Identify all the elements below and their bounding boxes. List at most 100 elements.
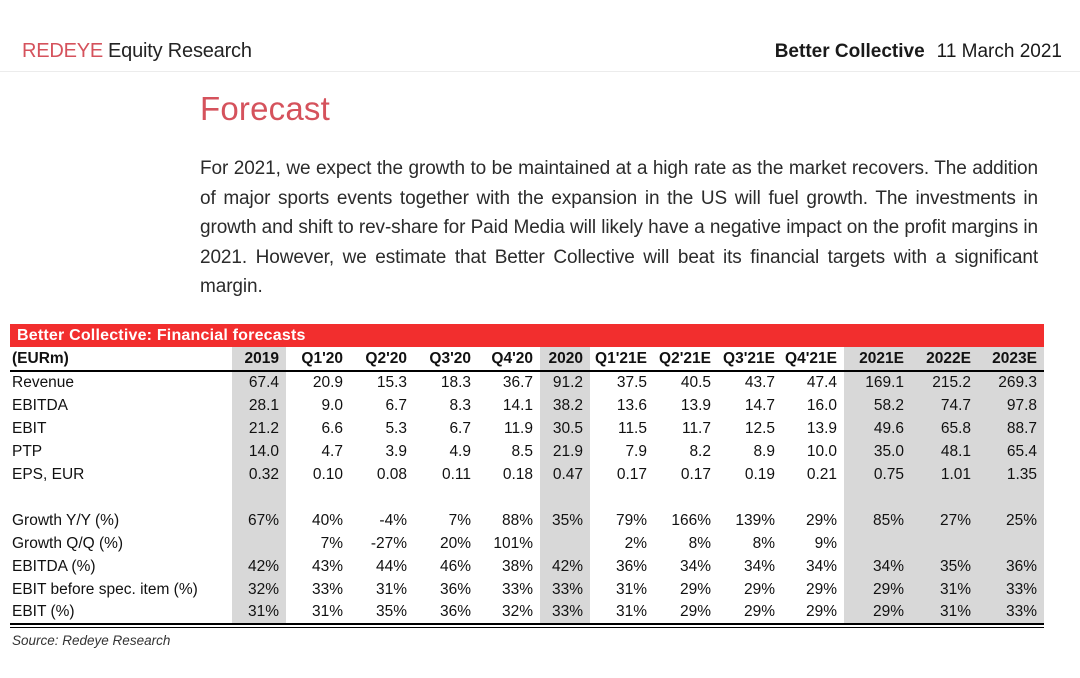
table-cell: 21.9 xyxy=(552,442,583,460)
table-cell: 8% xyxy=(688,534,711,552)
table-cell: 31% xyxy=(911,601,978,625)
table-cell: 36.7 xyxy=(502,374,533,391)
table-cell xyxy=(844,486,911,509)
table-row: EBIT before spec. item (%) 32% 33% 31% 36% 33… xyxy=(10,578,1044,601)
table-row: Growth Y/Y (%) 67% 40% -4% 7% 88% 35% 79% 166% 13… xyxy=(10,509,1044,532)
table-cell xyxy=(540,486,590,509)
table-cell: 139% xyxy=(735,511,775,529)
table-cell: 27% xyxy=(939,511,971,529)
table-cell: 29% xyxy=(872,580,904,598)
column-header: 2019 xyxy=(232,347,286,372)
table-cell: 166% xyxy=(671,511,711,529)
table-row: PTP 14.0 4.7 3.9 4.9 8.5 21.9 7.9 8.2 8.9 10.0 35.0… xyxy=(10,440,1044,463)
table-cell: 11.5 xyxy=(617,419,647,437)
table-row: Revenue 67.4 20.9 15.3 18.3 36.7 91.2 37.5 40.5 4… xyxy=(10,371,1044,394)
column-header: Q4'20 xyxy=(478,347,540,372)
table-cell: 20.9 xyxy=(312,374,343,391)
table-cell: 8% xyxy=(752,534,775,552)
table-cell: 10.0 xyxy=(806,442,837,460)
row-label: EBITDA xyxy=(12,396,68,414)
table-cell: 47.4 xyxy=(806,374,837,391)
table-cell: 6.7 xyxy=(449,419,471,437)
table-cell: 97.8 xyxy=(1006,396,1037,414)
section-title: Forecast xyxy=(200,90,330,127)
forecast-table-block: Better Collective: Financial forecasts (… xyxy=(10,324,1044,648)
table-cell xyxy=(286,486,350,509)
table-cell: 0.17 xyxy=(680,465,711,483)
table-row xyxy=(10,486,1044,509)
table-cell: 43.7 xyxy=(744,374,775,391)
row-label xyxy=(10,486,232,509)
table-cell: 33% xyxy=(978,601,1044,625)
table-cell: 4.7 xyxy=(321,442,343,460)
table-cell: 25% xyxy=(1005,511,1037,529)
column-header: Q1'20 xyxy=(286,347,350,372)
table-cell: 88.7 xyxy=(1006,419,1037,437)
table-cell: 3.9 xyxy=(385,442,407,460)
row-label: EBIT before spec. item (%) xyxy=(12,580,198,598)
table-header-row: (EURm) 2019 Q1'20 Q2'20 Q3'20 Q4'20 2020 Q1'21E… xyxy=(10,347,1044,372)
table-cell: 65.8 xyxy=(940,419,971,437)
row-label: Revenue xyxy=(12,374,75,391)
table-row: EBITDA (%) 42% 43% 44% 46% 38% 42% 36% 34% 34% 34%… xyxy=(10,555,1044,578)
table-cell: 29% xyxy=(782,601,844,625)
table-cell xyxy=(844,532,911,555)
table-cell: 34% xyxy=(743,557,775,575)
table-cell: 33% xyxy=(540,601,590,625)
table-cell: 14.1 xyxy=(502,396,533,414)
table-cell: 9% xyxy=(814,534,837,552)
table-cell: 20% xyxy=(439,534,471,552)
table-cell: 1.01 xyxy=(940,465,971,483)
table-cell: 34% xyxy=(872,557,904,575)
table-cell: 37.5 xyxy=(616,374,647,391)
table-cell: 215.2 xyxy=(932,374,971,391)
table-cell: 269.3 xyxy=(998,374,1037,391)
table-cell: 0.75 xyxy=(873,465,904,483)
table-cell: 33% xyxy=(501,580,533,598)
column-header: 2023E xyxy=(978,347,1044,372)
table-cell: 38.2 xyxy=(552,396,583,414)
table-cell xyxy=(590,486,654,509)
table-cell: 21.2 xyxy=(248,419,279,437)
table-cell: 48.1 xyxy=(940,442,971,460)
table-cell: 36% xyxy=(1005,557,1037,575)
table-cell: 13.6 xyxy=(616,396,647,414)
table-cell xyxy=(978,532,1044,555)
table-cell: 74.7 xyxy=(940,396,971,414)
table-cell: 33% xyxy=(1005,580,1037,598)
table-cell: 31% xyxy=(286,601,350,625)
table-cell: 16.0 xyxy=(806,396,837,414)
table-cell: 32% xyxy=(247,580,279,598)
table-cell: 14.0 xyxy=(248,442,279,460)
table-cell: 0.11 xyxy=(441,465,471,483)
table-cell: 101% xyxy=(493,534,533,552)
table-cell: 33% xyxy=(551,580,583,598)
table-cell: 36% xyxy=(414,601,478,625)
table-cell: 7% xyxy=(448,511,471,529)
table-cell xyxy=(540,532,590,555)
table-cell: 6.7 xyxy=(385,396,407,414)
table-cell: 15.3 xyxy=(376,374,407,391)
table-row: EPS, EUR 0.32 0.10 0.08 0.11 0.18 0.47 0.17 0.17… xyxy=(10,463,1044,486)
table-cell: 91.2 xyxy=(552,374,583,391)
page-header: REDEYE Equity Research Better Collective 1… xyxy=(0,0,1080,72)
table-cell: 36% xyxy=(615,557,647,575)
table-row: Growth Q/Q (%) 7% -27% 20% 101% 2% 8% 8% 9% xyxy=(10,532,1044,555)
table-unit-header: (EURm) xyxy=(10,347,232,372)
table-cell: -4% xyxy=(379,511,407,529)
row-label: Growth Y/Y (%) xyxy=(12,511,120,529)
table-cell: 29% xyxy=(805,511,837,529)
table-cell: 43% xyxy=(311,557,343,575)
table-cell: 18.3 xyxy=(440,374,471,391)
table-cell: 33% xyxy=(311,580,343,598)
column-header: 2021E xyxy=(844,347,911,372)
table-cell xyxy=(350,486,414,509)
table-cell xyxy=(978,486,1044,509)
brand: REDEYE Equity Research xyxy=(22,40,252,63)
table-cell: 88% xyxy=(501,511,533,529)
table-cell: -27% xyxy=(370,534,407,552)
table-cell: 49.6 xyxy=(873,419,904,437)
table-cell: 58.2 xyxy=(873,396,904,414)
table-cell: 35% xyxy=(939,557,971,575)
